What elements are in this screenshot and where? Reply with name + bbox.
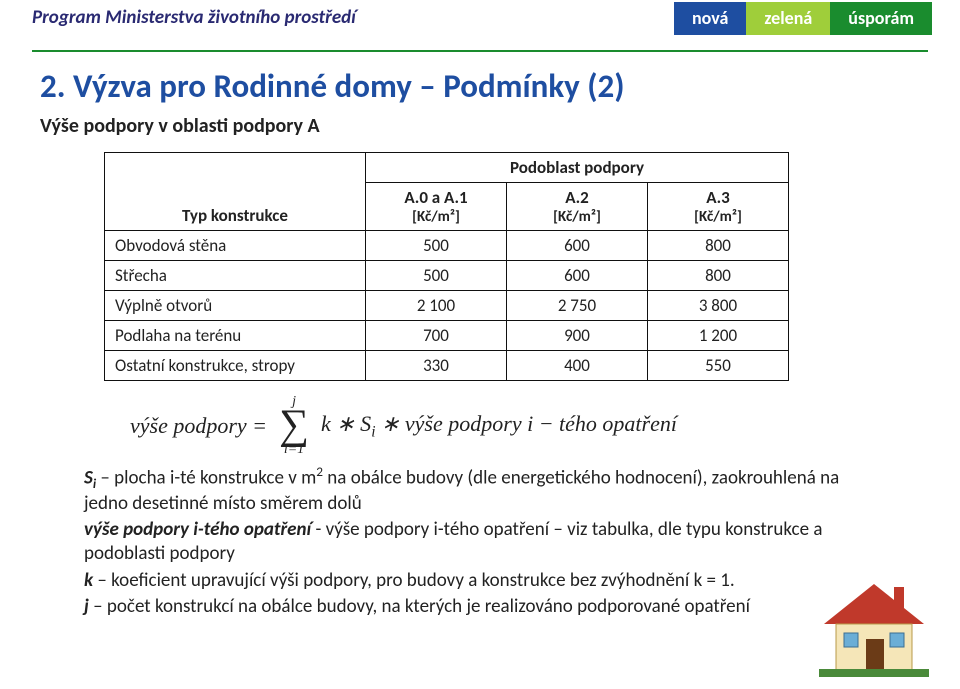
th-col-3-unit: [Kč/m²] — [658, 208, 778, 226]
notes-block: Si – plocha i-té konstrukce v m2 na obál… — [84, 463, 880, 620]
sup-2: 2 — [316, 463, 323, 480]
cell-value: 3 800 — [648, 291, 789, 321]
brand-badges: nová zelená úsporám — [674, 2, 932, 35]
cell-label: Ostatní konstrukce, stropy — [105, 351, 366, 381]
cell-value: 900 — [507, 321, 648, 351]
note-k-text: – koeficient upravující výši podpory, pr… — [93, 569, 735, 592]
page-subtitle: Výše podpory v oblasti podpory A — [40, 114, 920, 138]
th-col-2: A.2 [Kč/m²] — [507, 183, 648, 231]
badge-usporam: úsporám — [830, 2, 932, 35]
th-col-2-unit: [Kč/m²] — [517, 208, 637, 226]
sym-s: S — [84, 466, 93, 489]
cell-value: 2 750 — [507, 291, 648, 321]
th-col-3: A.3 [Kč/m²] — [648, 183, 789, 231]
house-icon — [814, 569, 934, 679]
cell-label: Obvodová stěna — [105, 231, 366, 261]
cell-value: 500 — [366, 231, 507, 261]
table-row: Výplně otvorů 2 100 2 750 3 800 — [105, 291, 789, 321]
th-col-1: A.0 a A.1 [Kč/m²] — [366, 183, 507, 231]
note-vp: výše podpory i-tého opatření - výše podp… — [84, 518, 880, 567]
slide-content: 2. Výzva pro Rodinné domy – Podmínky (2)… — [0, 48, 960, 619]
cell-value: 400 — [507, 351, 648, 381]
cell-value: 600 — [507, 261, 648, 291]
page-header: Program Ministerstva životního prostředí… — [0, 0, 960, 48]
formula-rhs-a: k ∗ S — [321, 411, 371, 436]
cell-label: Střecha — [105, 261, 366, 291]
cell-value: 600 — [507, 231, 648, 261]
cell-value: 700 — [366, 321, 507, 351]
formula-rhs: k ∗ Si ∗ výše podpory i − tého opatření — [321, 411, 677, 441]
cell-label: Podlaha na terénu — [105, 321, 366, 351]
th-span: Podoblast podpory — [366, 153, 789, 183]
note-j-text: – počet konstrukcí na obálce budovy, na … — [89, 595, 750, 618]
cell-value: 800 — [648, 261, 789, 291]
support-table: Typ konstrukce Podoblast podpory A.0 a A… — [104, 152, 789, 381]
cell-value: 2 100 — [366, 291, 507, 321]
table-row: Střecha 500 600 800 — [105, 261, 789, 291]
table-row: Ostatní konstrukce, stropy 330 400 550 — [105, 351, 789, 381]
th-type: Typ konstrukce — [105, 153, 366, 231]
table-row: Podlaha na terénu 700 900 1 200 — [105, 321, 789, 351]
note-j: j – počet konstrukcí na obálce budovy, n… — [84, 595, 880, 619]
page-title: 2. Výzva pro Rodinné domy – Podmínky (2) — [40, 66, 920, 106]
note-si: Si – plocha i-té konstrukce v m2 na obál… — [84, 463, 880, 516]
sigma-symbol: ∑ — [277, 409, 311, 443]
page-root: Program Ministerstva životního prostředí… — [0, 0, 960, 689]
badge-zelena: zelená — [746, 2, 830, 35]
cell-label: Výplně otvorů — [105, 291, 366, 321]
formula-rhs-b: ∗ výše podpory i − tého opatření — [375, 411, 677, 436]
note-vp-term: výše podpory i-tého opatření — [84, 518, 311, 541]
cell-value: 500 — [366, 261, 507, 291]
cell-value: 800 — [648, 231, 789, 261]
th-col-1-label: A.0 a A.1 — [376, 187, 496, 208]
cell-value: 1 200 — [648, 321, 789, 351]
th-col-2-label: A.2 — [517, 187, 637, 208]
formula: výše podpory = j ∑ i=1 k ∗ Si ∗ výše pod… — [130, 395, 920, 457]
cell-value: 330 — [366, 351, 507, 381]
badge-nova: nová — [674, 2, 746, 35]
formula-lhs: výše podpory = — [130, 413, 267, 439]
th-col-1-unit: [Kč/m²] — [376, 208, 496, 226]
sym-k: k — [84, 569, 93, 592]
note-k: k – koeficient upravující výši podpory, … — [84, 569, 880, 593]
note-si-text1: – plocha i-té konstrukce v m — [96, 466, 316, 489]
th-col-3-label: A.3 — [658, 187, 778, 208]
sigma-icon: j ∑ i=1 — [277, 395, 311, 457]
program-title: Program Ministerstva životního prostředí — [32, 6, 356, 29]
sigma-lower: i=1 — [284, 443, 304, 457]
table-row: Obvodová stěna 500 600 800 — [105, 231, 789, 261]
cell-value: 550 — [648, 351, 789, 381]
